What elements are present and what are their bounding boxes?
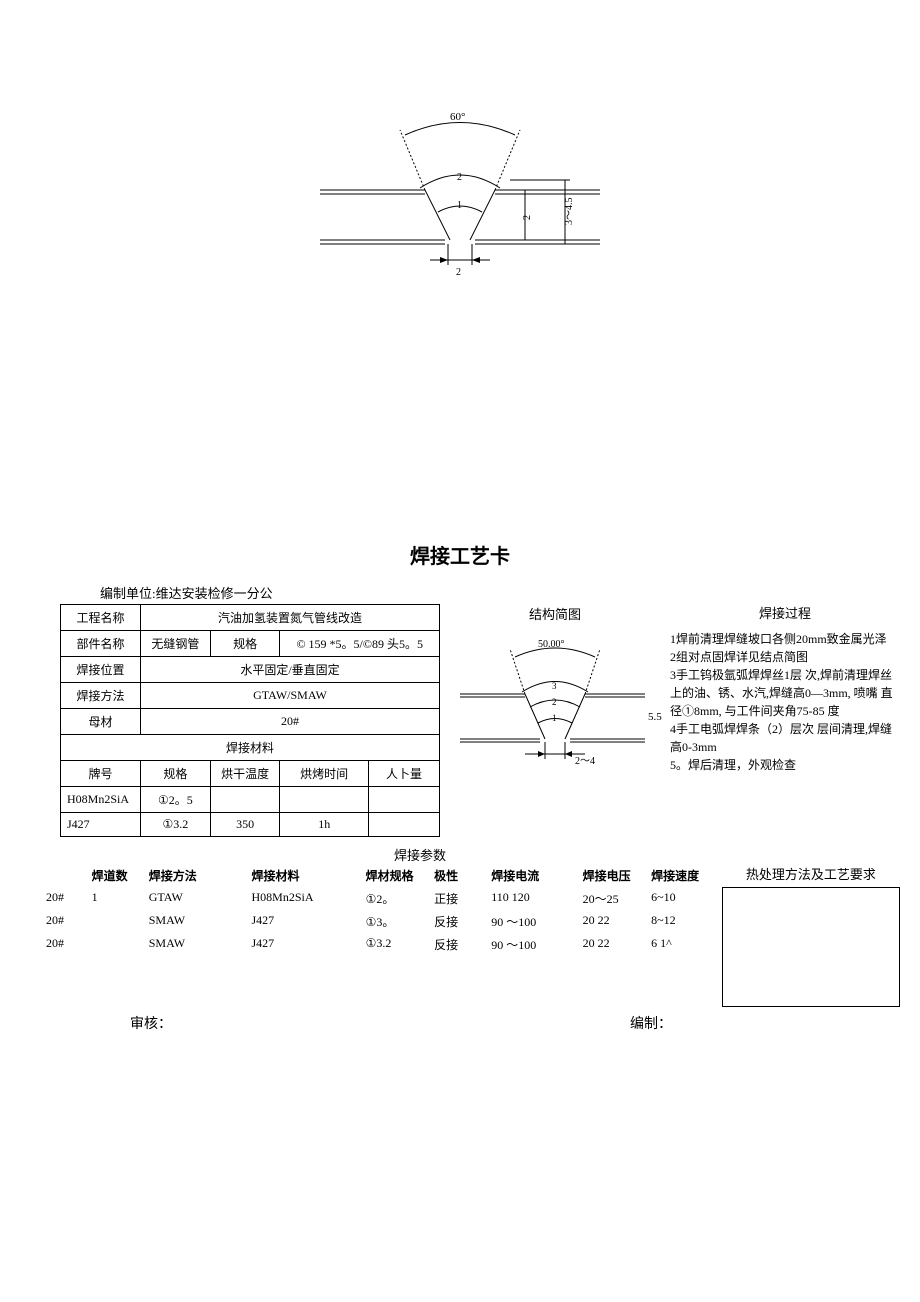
params-row: 20# 1 GTAW H08Mn2SiA ①2。 正接 110 120 20～2… <box>40 887 714 910</box>
m1-spec: ①3.2 <box>141 813 211 837</box>
val-spec: © 159 *5。5/©89 头5。5 <box>280 631 440 657</box>
r1-polarity: 反接 <box>428 910 485 933</box>
label-spec: 规格 <box>210 631 280 657</box>
m1-dry: 350 <box>210 813 280 837</box>
height-dim: 3～4.5 <box>564 198 575 226</box>
ph-current: 焊接电流 <box>485 864 576 887</box>
ph-method: 焊接方法 <box>143 864 246 887</box>
m1-bake: 1h <box>280 813 368 837</box>
label-base: 母材 <box>61 709 141 735</box>
angle-label: 60° <box>450 111 465 123</box>
process-step: 4手工电弧焊焊条（2）层次 层间清理,焊缝高0-3mm <box>670 720 900 756</box>
r0-spec: ①2。 <box>360 887 429 910</box>
r1-voltage: 20 22 <box>577 910 646 933</box>
label-project: 工程名称 <box>61 605 141 631</box>
struct-diagram: 3 2 1 50.00° 2～4 <box>450 629 660 779</box>
m0-dry <box>210 787 280 813</box>
params-row: 20# SMAW J427 ①3。 反接 90 ～100 20 22 8~12 <box>40 910 714 933</box>
process-title: 焊接过程 <box>670 604 900 624</box>
r2-polarity: 反接 <box>428 933 485 956</box>
r0-base: 20# <box>40 887 86 910</box>
r0-voltage: 20～25 <box>577 887 646 910</box>
r2-spec: ①3.2 <box>360 933 429 956</box>
m1-brand: J427 <box>61 813 141 837</box>
params-row: 20# SMAW J427 ①3.2 反接 90 ～100 20 22 6 1^ <box>40 933 714 956</box>
process-step: 2组对点固焊详见结点简图 <box>670 648 900 666</box>
r0-method: GTAW <box>143 887 246 910</box>
r2-current: 90 ～100 <box>485 933 576 956</box>
val-project: 汽油加氢装置氮气管线改造 <box>141 605 440 631</box>
h-spec: 规格 <box>141 761 211 787</box>
ph-speed: 焊接速度 <box>645 864 714 887</box>
info-table: 工程名称 汽油加氢装置氮气管线改造 部件名称 无缝钢管 规格 © 159 *5。… <box>60 604 440 837</box>
r2-speed: 6 1^ <box>645 933 714 956</box>
r1-current: 90 ～100 <box>485 910 576 933</box>
material-row: H08Mn2SiA ①2。5 <box>61 787 440 813</box>
process-step: 5。焊后清理，外观检查 <box>670 756 900 774</box>
pass-1-label: 1 <box>457 200 462 211</box>
r1-material: J427 <box>246 910 360 933</box>
r2-pass <box>86 933 143 956</box>
ph-pass: 焊道数 <box>86 864 143 887</box>
gap-dim: 2 <box>456 267 461 278</box>
r1-method: SMAW <box>143 910 246 933</box>
h-baketime: 烘烤时间 <box>280 761 368 787</box>
side-dim: 5.5 <box>648 711 662 723</box>
r1-pass <box>86 910 143 933</box>
process-step: 3手工钨极氩弧焊焊丝1层 次,焊前清理焊丝上的油、锈、水汽,焊缝高0—3mm, … <box>670 666 900 720</box>
r1-spec: ①3。 <box>360 910 429 933</box>
r1-base: 20# <box>40 910 86 933</box>
r0-pass: 1 <box>86 887 143 910</box>
sig-author: 编制： <box>630 1013 672 1033</box>
s-pass1: 1 <box>552 713 557 723</box>
s-gap: 2～4 <box>575 756 595 767</box>
material-header: 焊接材料 <box>61 735 440 761</box>
struct-title: 结构简图 <box>450 604 660 623</box>
s-pass3: 3 <box>552 681 557 691</box>
sig-review: 审核： <box>130 1013 630 1033</box>
val-position: 水平固定/垂直固定 <box>141 657 440 683</box>
val-method: GTAW/SMAW <box>141 683 440 709</box>
material-row: J427 ①3.2 350 1h <box>61 813 440 837</box>
ph-spec: 焊材规格 <box>360 864 429 887</box>
val-base: 20# <box>141 709 440 735</box>
page-title: 焊接工艺卡 <box>0 540 920 569</box>
m0-bake <box>280 787 368 813</box>
h-drytemp: 烘干温度 <box>210 761 280 787</box>
val-part: 无缝钢管 <box>141 631 211 657</box>
ph-polarity: 极性 <box>428 864 485 887</box>
params-table: 焊道数 焊接方法 焊接材料 焊材规格 极性 焊接电流 焊接电压 焊接速度 20#… <box>40 864 714 956</box>
ph-base <box>40 864 86 887</box>
unit-line: 编制单位:维达安装检修一分公 <box>100 583 920 602</box>
m0-pers <box>368 787 439 813</box>
s-pass2: 2 <box>552 697 557 707</box>
heat-title: 热处理方法及工艺要求 <box>722 864 900 883</box>
m0-spec: ①2。5 <box>141 787 211 813</box>
h-personnel: 人卜量 <box>368 761 439 787</box>
heat-box <box>722 887 900 1007</box>
ph-material: 焊接材料 <box>246 864 360 887</box>
depth-dim: 2 <box>522 215 533 220</box>
r2-material: J427 <box>246 933 360 956</box>
pass-2-label: 2 <box>457 172 462 183</box>
r2-method: SMAW <box>143 933 246 956</box>
label-part: 部件名称 <box>61 631 141 657</box>
top-weld-diagram: 60° 2 1 2 2 3～4.5 <box>290 80 630 280</box>
r0-current: 110 120 <box>485 887 576 910</box>
r0-speed: 6~10 <box>645 887 714 910</box>
s-angle: 50.00° <box>538 639 565 650</box>
r0-polarity: 正接 <box>428 887 485 910</box>
m0-brand: H08Mn2SiA <box>61 787 141 813</box>
label-position: 焊接位置 <box>61 657 141 683</box>
h-brand: 牌号 <box>61 761 141 787</box>
ph-voltage: 焊接电压 <box>577 864 646 887</box>
params-title: 焊接参数 <box>60 845 780 864</box>
m1-pers <box>368 813 439 837</box>
r2-base: 20# <box>40 933 86 956</box>
label-method: 焊接方法 <box>61 683 141 709</box>
r2-voltage: 20 22 <box>577 933 646 956</box>
r0-material: H08Mn2SiA <box>246 887 360 910</box>
process-step: 1焊前清理焊缝坡口各侧20mm致金属光泽 <box>670 630 900 648</box>
r1-speed: 8~12 <box>645 910 714 933</box>
